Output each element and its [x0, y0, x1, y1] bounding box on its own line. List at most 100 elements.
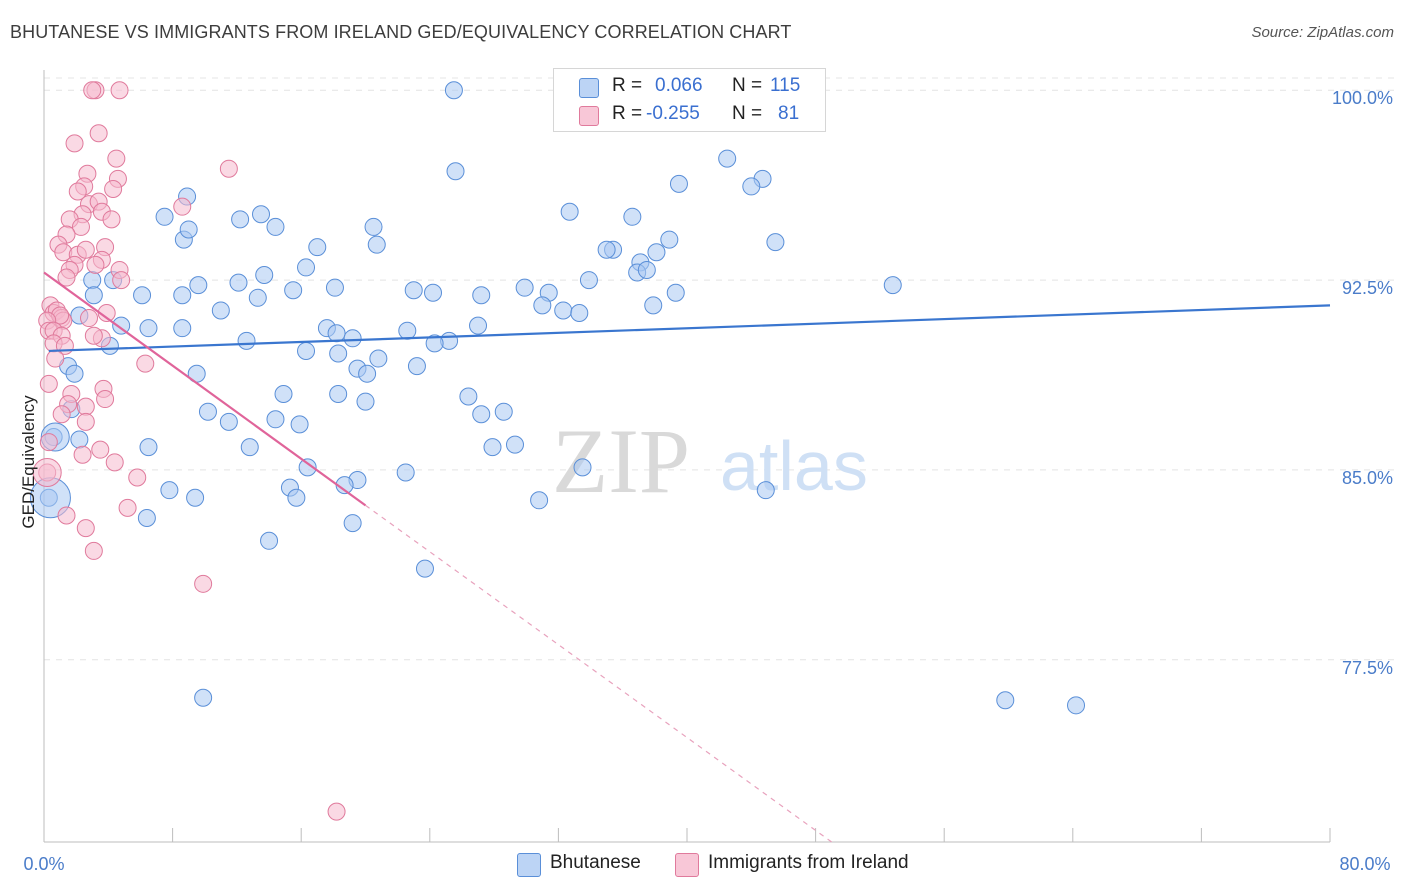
bhutanese-point — [237, 331, 256, 350]
ireland-point — [136, 354, 155, 373]
bhutanese-point — [533, 296, 552, 315]
bhutanese-point — [356, 392, 375, 411]
bhutanese-point — [597, 240, 616, 259]
ireland-point — [327, 802, 346, 821]
ireland-point — [128, 468, 147, 487]
bhutanese-point — [494, 402, 513, 421]
bottom-legend-label-blue: Bhutanese — [550, 852, 641, 873]
ireland-point — [71, 217, 90, 236]
ireland-point — [105, 453, 124, 472]
bhutanese-point — [240, 438, 259, 457]
bhutanese-point — [472, 405, 491, 424]
bhutanese-point — [343, 514, 362, 533]
bhutanese-point — [329, 384, 348, 403]
bhutanese-point — [179, 220, 198, 239]
bhutanese-point — [139, 438, 158, 457]
bhutanese-point — [766, 233, 785, 252]
bhutanese-point — [219, 412, 238, 431]
ireland-point — [76, 519, 95, 538]
ireland-point — [96, 390, 115, 409]
legend-row-bhutanese: R = 0.066 N = 115 — [554, 73, 825, 101]
source-label: Source: ZipAtlas.com — [1251, 24, 1394, 41]
bhutanese-point — [637, 260, 656, 279]
bhutanese-point — [343, 329, 362, 348]
bhutanese-point — [329, 344, 348, 363]
trend-lines — [43, 271, 1331, 843]
axes — [43, 70, 1331, 843]
bhutanese-point — [211, 301, 230, 320]
bhutanese-point — [252, 205, 271, 224]
bhutanese-point — [266, 410, 285, 429]
x-tick-label-max: 80.0% — [1339, 854, 1390, 874]
bhutanese-point — [407, 357, 426, 376]
bhutanese-point — [573, 458, 592, 477]
bhutanese-point — [554, 301, 573, 320]
legend-n-value-blue: 115 — [770, 75, 801, 96]
bhutanese-point — [255, 266, 274, 285]
ireland-point — [80, 309, 99, 328]
bhutanese-point — [160, 481, 179, 500]
ireland-point — [32, 457, 62, 487]
bhutanese-point — [644, 296, 663, 315]
bhutanese-point — [65, 364, 84, 383]
x-tick-label-min: 0.0% — [23, 854, 64, 874]
ireland-point — [102, 210, 121, 229]
ireland-point — [65, 134, 84, 153]
bhutanese-point — [515, 278, 534, 297]
bhutanese-point — [647, 243, 666, 262]
bhutanese-point — [446, 162, 465, 181]
bhutanese-point — [472, 286, 491, 305]
ireland-point — [110, 81, 129, 100]
y-tick-label: 100.0% — [1332, 88, 1393, 108]
bhutanese-point — [297, 258, 316, 277]
bhutanese-point — [367, 235, 386, 254]
bhutanese-point — [194, 688, 213, 707]
bhutanese-point — [248, 288, 267, 307]
ireland-points — [32, 81, 346, 821]
bhutanese-point — [155, 207, 174, 226]
ireland-point — [68, 182, 87, 201]
bhutanese-point — [298, 458, 317, 477]
y-axis-label: GED/Equivalency — [19, 395, 38, 529]
grid-lines — [44, 77, 1395, 661]
bottom-legend-label-pink: Immigrants from Ireland — [708, 852, 909, 873]
bhutanese-point — [70, 430, 89, 449]
ireland-trend-line — [43, 271, 367, 507]
y-tick-label: 77.5% — [1342, 658, 1393, 678]
legend-swatch-blue — [579, 78, 599, 98]
legend-n-label: N = — [732, 75, 763, 96]
ireland-point — [112, 271, 131, 290]
ireland-point — [118, 498, 137, 517]
legend-r-value-pink: -0.255 — [646, 103, 700, 124]
legend-n-value-pink: 81 — [778, 103, 800, 124]
ireland-point — [107, 149, 126, 168]
bhutanese-point — [297, 341, 316, 360]
ireland-point — [104, 179, 123, 198]
bhutanese-point — [260, 531, 279, 550]
ireland-point — [76, 240, 95, 259]
bhutanese-point — [415, 559, 434, 578]
bhutanese-point — [290, 415, 309, 434]
bhutanese-point — [274, 384, 293, 403]
tick-labels: 77.5% 85.0% 92.5% 100.0% 0.0% 80.0% — [23, 88, 1393, 874]
bhutanese-point — [1067, 696, 1086, 715]
bhutanese-point — [404, 281, 423, 300]
ireland-point — [173, 197, 192, 216]
ireland-point — [52, 405, 71, 424]
bhutanese-point — [579, 271, 598, 290]
bhutanese-point — [424, 283, 443, 302]
watermark-atlas: atlas — [720, 427, 868, 505]
ireland-point — [76, 397, 95, 416]
bhutanese-point — [669, 174, 688, 193]
bhutanese-point — [469, 316, 488, 335]
bhutanese-point — [369, 349, 388, 368]
bhutanese-point — [266, 217, 285, 236]
bhutanese-point — [505, 435, 524, 454]
bottom-legend-swatch-pink — [675, 853, 699, 877]
bhutanese-point — [229, 273, 248, 292]
bhutanese-point — [883, 276, 902, 295]
bhutanese-point — [173, 319, 192, 338]
bhutanese-point — [327, 324, 346, 343]
y-tick-label: 92.5% — [1342, 278, 1393, 298]
legend-row-ireland: R = -0.255 N = 81 — [554, 101, 825, 129]
